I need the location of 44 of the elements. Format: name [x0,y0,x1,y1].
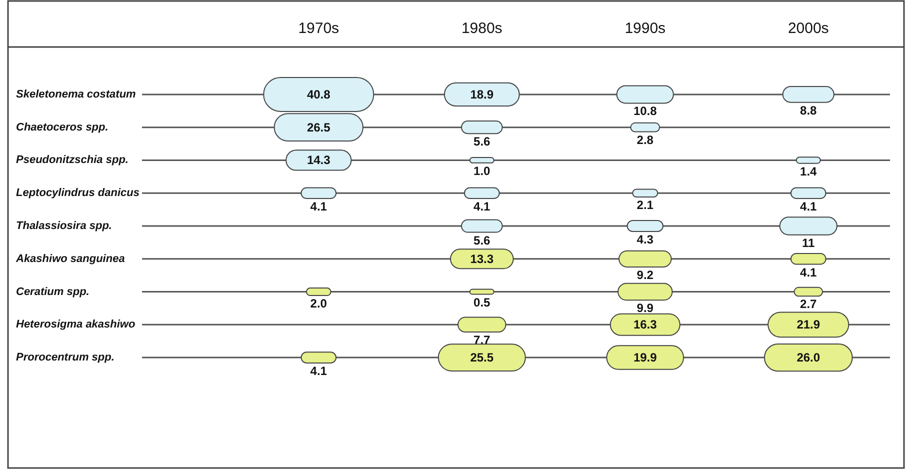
data-label: 4.1 [800,200,818,214]
data-label: 4.1 [310,364,328,378]
data-label: 2.0 [310,296,328,311]
data-label: 5.6 [474,233,491,248]
data-label: 4.1 [800,265,818,280]
data-label: 10.8 [633,104,658,118]
data-label: 9.2 [636,268,654,282]
x-tick-label: 2000s [788,20,829,37]
y-tick-label: Akashiwo sanguinea [15,252,125,265]
data-label: 7.7 [474,333,491,348]
data-label: 0.5 [474,295,491,310]
data-label: 11 [802,236,816,250]
data-label: 21.9 [796,318,820,332]
data-label: 16.3 [633,318,658,332]
data-label: 8.8 [800,103,818,118]
data-label: 2.1 [636,198,654,212]
data-label: 4.1 [474,200,491,214]
data-label: 4.1 [310,200,328,214]
data-label: 5.6 [474,134,491,149]
y-tick-label: Thalassiosira spp. [16,220,112,232]
data-label: 14.3 [306,153,331,168]
data-label: 1.4 [800,164,818,178]
data-label: 25.5 [470,350,494,365]
y-tick-label: Skeletonema costatum [16,88,136,100]
y-tick-label: Ceratium spp. [16,286,90,298]
data-label: 19.9 [633,350,658,365]
y-tick-label: Chaetoceros spp. [16,121,108,134]
data-label: 40.8 [306,87,331,102]
y-tick-label: Leptocylindrus danicus [16,187,140,200]
y-tick-label: Heterosigma akashiwo [16,318,136,331]
data-label: 1.0 [474,164,491,178]
data-label: 26.0 [796,350,820,365]
data-label: 9.9 [636,301,654,316]
data-label: 13.3 [470,252,494,266]
x-tick-label: 1990s [624,20,666,37]
data-label: 18.9 [470,87,494,102]
data-label: 2.8 [636,132,654,147]
data-label: 4.3 [636,232,654,247]
y-tick-label: Prorocentrum spp. [16,352,114,364]
y-tick-label: Pseudonitzschia spp. [16,154,128,166]
data-label: 2.7 [800,297,818,312]
x-tick-label: 1970s [298,20,340,37]
x-tick-label: 1980s [461,20,502,37]
data-label: 26.5 [306,120,331,134]
